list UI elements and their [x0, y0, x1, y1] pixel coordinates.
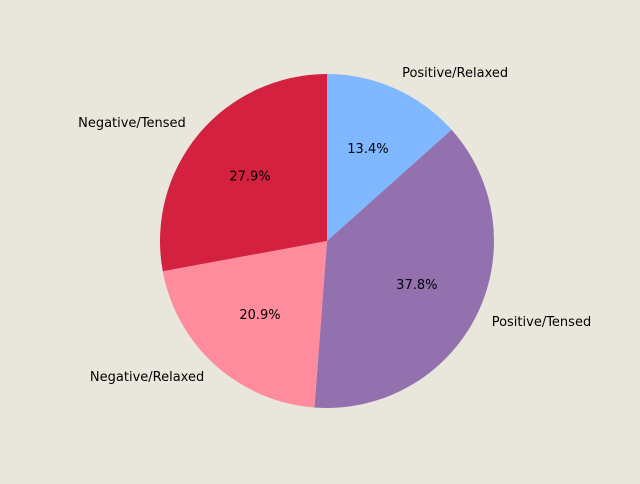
pie-slice-negative-tensed [159, 74, 327, 272]
pie-pct-label: 20.9% [239, 308, 280, 323]
pie-pct-label: 13.4% [347, 142, 388, 157]
pie-slice-positive-tensed [314, 129, 494, 409]
slices-layer [159, 74, 494, 409]
pie-pct-label: 37.8% [396, 278, 437, 293]
pie-category-label: Negative/Relaxed [90, 370, 204, 385]
pie-category-label: Positive/Relaxed [402, 66, 508, 81]
pie-slice-positive-relaxed [327, 74, 452, 241]
pie-category-label: Positive/Tensed [492, 315, 592, 330]
pie-pct-label: 27.9% [229, 169, 270, 184]
pie-category-label: Negative/Tensed [78, 116, 186, 131]
pie-slice-negative-relaxed [162, 241, 327, 408]
labels-layer: 13.4% Positive/Relaxed 37.8% Positive/Tense… [78, 66, 591, 385]
